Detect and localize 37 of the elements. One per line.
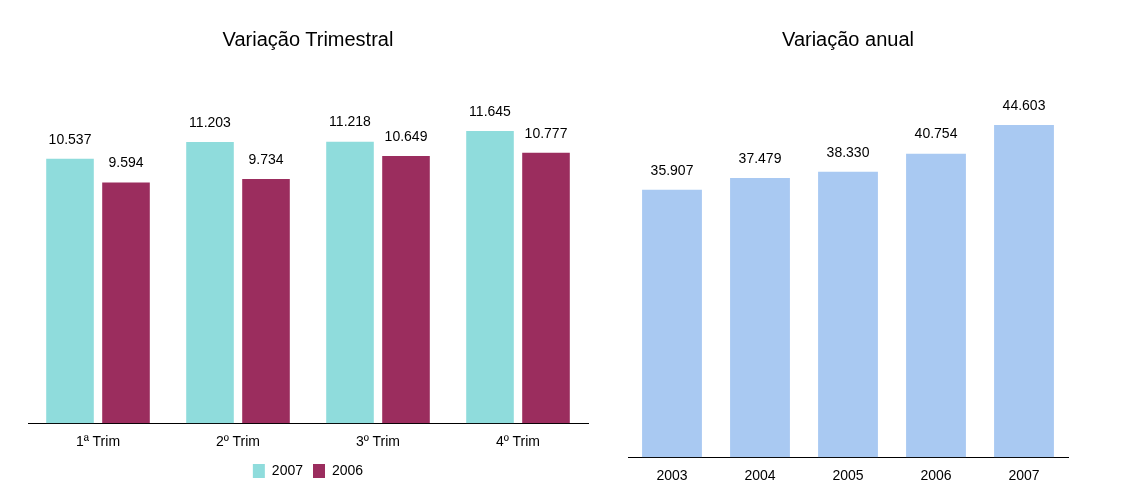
x-tick-label: 2007 xyxy=(1008,467,1040,484)
data-label: 11.645 xyxy=(469,102,512,119)
data-label: 10.537 xyxy=(48,130,92,147)
x-tick-label: 3º Trim xyxy=(355,433,401,450)
x-tick-label: 4º Trim xyxy=(495,433,541,450)
data-label: 11.203 xyxy=(189,113,232,130)
bar xyxy=(102,182,150,424)
data-label: 11.218 xyxy=(329,113,372,130)
data-label: 9.734 xyxy=(248,150,284,167)
data-label: 44.603 xyxy=(1002,96,1046,113)
data-label: 10.777 xyxy=(524,124,568,141)
bar xyxy=(466,130,514,424)
chart-title: Variação Trimestral xyxy=(222,27,394,50)
x-tick-label: 2º Trim xyxy=(215,433,261,450)
bar xyxy=(730,178,790,458)
data-label: 38.330 xyxy=(826,143,870,160)
bar xyxy=(522,152,570,424)
bar xyxy=(642,189,702,458)
data-label: 10.649 xyxy=(384,127,428,144)
bar xyxy=(326,141,374,424)
bar xyxy=(242,178,290,424)
x-tick-label: 2006 xyxy=(920,467,952,484)
x-tick-label: 2004 xyxy=(744,467,776,484)
bar xyxy=(186,142,234,424)
bar xyxy=(46,158,94,424)
data-label: 40.754 xyxy=(914,125,958,142)
chart-title: Variação anual xyxy=(782,27,914,50)
bar xyxy=(994,124,1054,458)
bar xyxy=(382,155,430,424)
x-tick-label: 1ª Trim xyxy=(75,433,121,450)
data-label: 9.594 xyxy=(108,154,144,171)
data-label: 37.479 xyxy=(738,149,782,166)
x-tick-label: 2005 xyxy=(832,467,864,484)
x-tick-label: 2003 xyxy=(656,467,688,484)
data-label: 35.907 xyxy=(650,161,694,178)
bar xyxy=(906,153,966,458)
bar xyxy=(818,171,878,458)
